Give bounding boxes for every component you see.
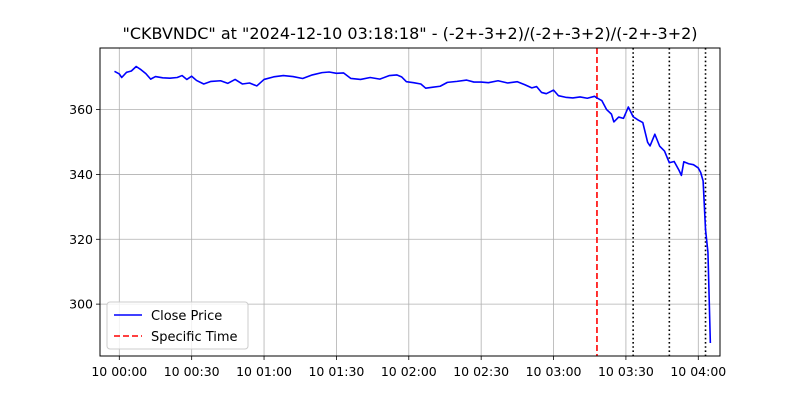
legend: Close Price Specific Time: [106, 301, 249, 350]
y-tick-label: 320: [69, 232, 93, 247]
y-tick-label: 360: [69, 102, 93, 117]
x-tick-label: 10 01:30: [308, 364, 364, 379]
chart-title: "CKBVNDC" at "2024-12-10 03:18:18" - (-2…: [122, 24, 697, 43]
legend-box: [106, 301, 249, 350]
plot-area-frame: [99, 47, 721, 357]
x-tick-label: 10 03:30: [598, 364, 654, 379]
close-price-line: [114, 65, 712, 344]
y-tick-label: 300: [69, 297, 93, 312]
series: [114, 65, 712, 344]
grid: [100, 48, 720, 356]
x-tick-label: 10 03:00: [526, 364, 582, 379]
legend-label-specific-time: Specific Time: [151, 330, 238, 345]
legend-label-close-price: Close Price: [151, 309, 222, 324]
x-tick-label: 10 04:00: [670, 364, 726, 379]
axes: 10 00:00 10 00:30 10 01:00 10 01:30 10 02:00…: [69, 102, 726, 379]
x-tick-label: 10 02:00: [381, 364, 437, 379]
marker-lines: [596, 48, 707, 356]
x-tick-label: 10 01:00: [236, 364, 292, 379]
x-tick-label: 10 02:30: [453, 364, 509, 379]
x-tick-label: 10 00:30: [164, 364, 220, 379]
x-tick-label: 10 00:00: [91, 364, 147, 379]
y-tick-label: 340: [69, 167, 93, 182]
